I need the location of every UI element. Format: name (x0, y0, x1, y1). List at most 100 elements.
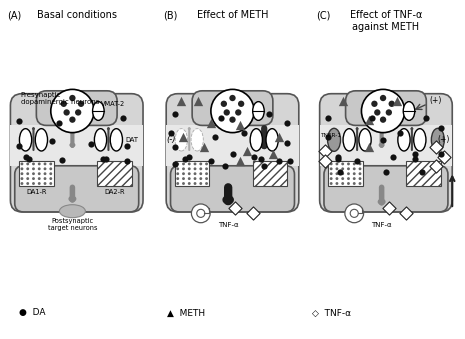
Circle shape (380, 95, 386, 101)
Circle shape (211, 89, 254, 133)
Circle shape (32, 177, 35, 180)
Ellipse shape (403, 102, 415, 120)
Point (397, 130, 404, 135)
Circle shape (49, 172, 52, 175)
FancyBboxPatch shape (345, 91, 426, 125)
Point (437, 152, 445, 157)
Point (284, 140, 291, 145)
Circle shape (188, 172, 191, 175)
Text: Postsynaptic
target neurons: Postsynaptic target neurons (47, 218, 97, 232)
Point (171, 144, 179, 150)
Bar (319, 125, 452, 166)
Point (123, 159, 131, 164)
Point (394, 98, 401, 104)
Text: TNF-α: TNF-α (372, 222, 392, 228)
Point (236, 159, 244, 164)
Point (432, 144, 440, 150)
Circle shape (188, 162, 191, 165)
Point (229, 152, 236, 157)
Text: DAT: DAT (126, 137, 139, 143)
Circle shape (32, 172, 35, 175)
Point (437, 125, 445, 131)
Circle shape (182, 167, 185, 170)
Circle shape (38, 182, 40, 185)
Text: Effect of TNF-α
against METH: Effect of TNF-α against METH (350, 10, 422, 32)
Ellipse shape (20, 129, 32, 151)
Circle shape (20, 162, 23, 165)
Circle shape (182, 177, 185, 180)
Circle shape (188, 177, 191, 180)
Circle shape (26, 182, 29, 185)
Circle shape (193, 167, 196, 170)
Circle shape (345, 204, 364, 223)
Point (335, 155, 342, 160)
Circle shape (63, 109, 70, 116)
Circle shape (205, 172, 208, 175)
Circle shape (193, 162, 196, 165)
Circle shape (192, 204, 210, 223)
FancyBboxPatch shape (97, 161, 132, 186)
Circle shape (188, 167, 191, 170)
Circle shape (199, 182, 202, 185)
Text: VMAT-2: VMAT-2 (101, 101, 126, 107)
FancyBboxPatch shape (328, 161, 363, 186)
Text: ●  DA: ● DA (19, 308, 45, 318)
Circle shape (20, 172, 23, 175)
Point (365, 144, 372, 150)
Circle shape (353, 177, 356, 180)
Circle shape (49, 182, 52, 185)
Text: ◇  TNF-α: ◇ TNF-α (312, 308, 351, 318)
Circle shape (176, 162, 179, 165)
Circle shape (205, 167, 208, 170)
Point (269, 152, 277, 157)
Circle shape (182, 182, 185, 185)
Circle shape (336, 167, 339, 170)
Circle shape (224, 109, 230, 116)
FancyBboxPatch shape (166, 94, 299, 212)
Circle shape (44, 177, 46, 180)
Text: (+): (+) (429, 96, 442, 105)
Point (59, 157, 66, 163)
Text: DA1-R: DA1-R (26, 189, 46, 195)
Ellipse shape (398, 129, 410, 151)
Point (325, 116, 332, 121)
Point (232, 205, 239, 210)
Circle shape (350, 209, 358, 217)
Circle shape (336, 162, 339, 165)
Circle shape (330, 182, 332, 185)
Circle shape (32, 182, 35, 185)
Circle shape (49, 177, 52, 180)
Text: DA2-R: DA2-R (104, 189, 125, 195)
Point (15, 118, 23, 124)
Point (260, 163, 268, 168)
Point (385, 205, 392, 210)
FancyBboxPatch shape (19, 161, 53, 186)
Ellipse shape (94, 129, 106, 151)
Point (390, 155, 397, 160)
Circle shape (38, 167, 40, 170)
Circle shape (336, 172, 339, 175)
Circle shape (193, 182, 196, 185)
Point (365, 117, 372, 122)
Circle shape (341, 177, 344, 180)
Ellipse shape (60, 205, 86, 218)
Circle shape (359, 167, 361, 170)
Point (322, 159, 329, 164)
Circle shape (347, 167, 350, 170)
Circle shape (78, 101, 84, 107)
Ellipse shape (35, 129, 47, 151)
Text: ▲  METH: ▲ METH (167, 308, 206, 318)
Point (411, 156, 418, 161)
Circle shape (353, 182, 356, 185)
Point (258, 156, 265, 161)
Point (186, 155, 193, 160)
Point (432, 163, 440, 168)
Text: Basal conditions: Basal conditions (37, 10, 117, 20)
Text: (A): (A) (7, 10, 21, 20)
Point (102, 156, 109, 161)
Point (194, 98, 202, 104)
Point (275, 159, 282, 164)
FancyBboxPatch shape (192, 91, 273, 125)
Point (207, 120, 214, 125)
Circle shape (359, 177, 361, 180)
